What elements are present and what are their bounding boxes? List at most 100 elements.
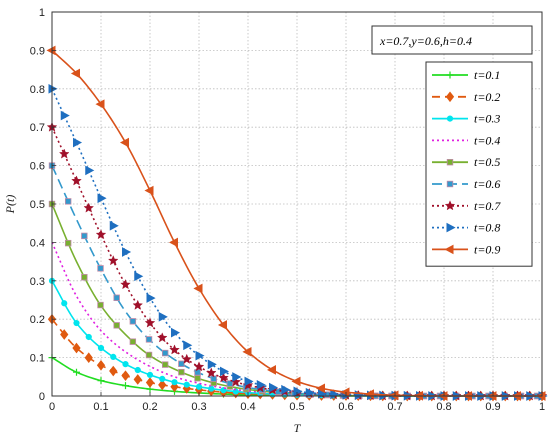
x-tick-label: 0.4 — [240, 401, 255, 413]
data-point — [220, 366, 230, 377]
x-tick-label: 0.6 — [338, 401, 353, 413]
y-tick-label: 0.6 — [30, 161, 45, 173]
data-point — [107, 255, 119, 266]
data-point — [158, 379, 167, 391]
data-point — [389, 390, 399, 401]
data-point — [110, 353, 117, 361]
data-point — [61, 300, 68, 307]
data-point — [60, 110, 70, 121]
y-tick-label: 0.5 — [30, 199, 45, 211]
data-point — [171, 379, 178, 386]
data-point — [178, 360, 185, 367]
y-axis-label: P(t) — [3, 195, 17, 215]
y-tick-label: 1 — [39, 7, 45, 19]
data-point — [97, 301, 104, 309]
data-point — [281, 384, 291, 395]
y-tick-label: 0.7 — [30, 122, 45, 134]
data-point — [146, 371, 154, 378]
data-point — [205, 367, 217, 378]
data-point — [181, 353, 193, 364]
x-tick-label: 1 — [539, 401, 545, 413]
legend-marker — [444, 200, 456, 211]
x-tick-label: 0.9 — [485, 401, 500, 413]
x-tick-label: 0.1 — [93, 401, 108, 413]
data-point — [168, 237, 178, 248]
data-point — [183, 381, 190, 388]
data-point — [129, 338, 137, 345]
data-point — [64, 239, 72, 247]
data-point — [119, 137, 129, 148]
data-point — [293, 386, 303, 397]
data-point — [134, 366, 141, 374]
legend-label: t=0.3 — [474, 112, 500, 126]
legend-item: t=0.2 — [432, 90, 500, 104]
data-point — [96, 359, 106, 371]
data-point — [122, 382, 129, 390]
data-point — [132, 299, 144, 310]
legend-item: t=0.6 — [432, 177, 500, 191]
legend-item: t=0.4 — [432, 133, 500, 147]
y-axis: 0 0.1 0.2 0.3 0.4 0.5 0.6 0.7 0.8 0.9 1 — [30, 7, 56, 403]
legend-item: t=0.1 — [432, 68, 500, 82]
data-point — [113, 322, 120, 329]
data-point — [121, 370, 130, 381]
annotation-frame — [371, 25, 533, 55]
data-point — [156, 332, 168, 343]
data-point — [109, 365, 118, 377]
x-tick-label: 0.5 — [289, 401, 304, 413]
data-point — [305, 387, 315, 398]
data-point — [242, 347, 252, 357]
data-point — [217, 320, 227, 330]
data-point — [145, 336, 153, 343]
data-point — [85, 333, 92, 341]
data-point — [85, 165, 95, 176]
annotation-box: x=0.7,y=0.6,h=0.4 — [371, 25, 533, 55]
data-point — [73, 368, 80, 376]
legend-item: t=0.8 — [432, 221, 500, 235]
data-point — [81, 232, 88, 240]
legend-item: t=0.5 — [432, 155, 500, 169]
data-point — [72, 342, 81, 354]
y-tick-label: 0.3 — [30, 276, 45, 288]
data-point — [171, 327, 181, 338]
data-point — [60, 329, 69, 340]
data-point — [95, 229, 107, 240]
legend-item: t=0.7 — [432, 199, 501, 213]
legend-item: t=0.9 — [432, 242, 500, 256]
data-point — [242, 379, 254, 390]
data-point — [144, 185, 154, 196]
legend-label: t=0.7 — [474, 199, 501, 213]
data-point — [64, 198, 72, 205]
data-point — [226, 380, 234, 387]
legend-marker — [446, 71, 454, 79]
data-point — [194, 369, 201, 376]
data-point — [122, 247, 132, 257]
data-point — [183, 340, 193, 351]
legend-marker — [446, 222, 456, 233]
data-point — [84, 352, 93, 364]
data-point — [120, 279, 131, 290]
grid — [52, 12, 542, 396]
legend-marker — [445, 91, 455, 103]
data-point — [269, 382, 279, 393]
x-tick-label: 0.8 — [436, 401, 451, 413]
data-point — [97, 344, 105, 352]
legend-marker — [446, 180, 454, 188]
data-point — [220, 387, 227, 394]
data-point — [208, 385, 215, 392]
data-point — [232, 372, 242, 382]
legend-marker — [446, 158, 454, 166]
data-point — [73, 137, 83, 148]
legend-label: t=0.1 — [474, 68, 500, 82]
x-tick-label: 0.7 — [387, 401, 402, 413]
data-point — [83, 202, 95, 213]
data-point — [113, 294, 120, 301]
x-axis-label: T — [294, 421, 302, 435]
data-point — [266, 365, 276, 375]
x-axis: 0 0.1 0.2 0.3 0.4 0.5 0.6 0.7 0.8 0.9 1 — [49, 392, 545, 413]
data-point — [256, 380, 266, 390]
data-point — [97, 265, 104, 272]
data-point — [218, 372, 229, 383]
data-point — [195, 350, 205, 361]
data-point — [158, 312, 168, 322]
